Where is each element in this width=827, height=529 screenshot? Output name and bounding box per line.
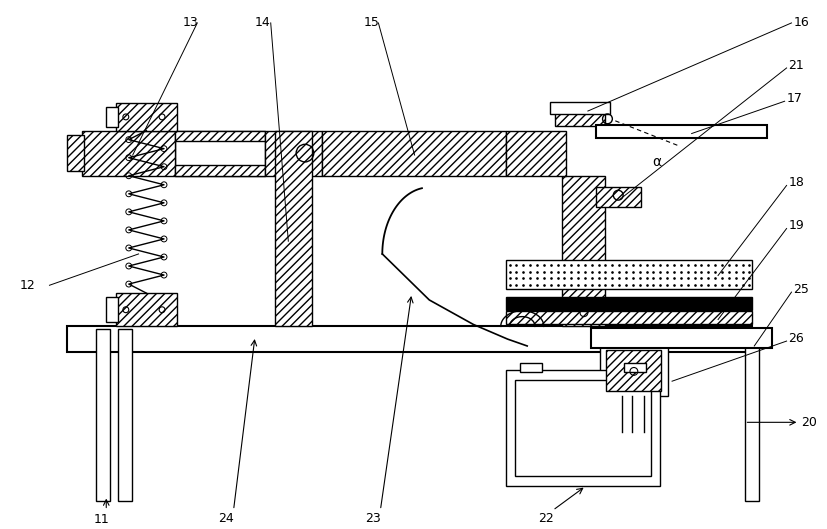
Bar xyxy=(515,380,651,476)
Bar xyxy=(595,125,767,139)
Bar xyxy=(67,326,753,352)
Bar xyxy=(505,370,660,486)
Bar xyxy=(67,135,84,171)
Bar xyxy=(174,131,265,141)
Bar xyxy=(116,293,177,326)
Bar xyxy=(174,131,265,176)
Bar xyxy=(505,297,753,310)
Text: α: α xyxy=(653,155,662,169)
Text: 11: 11 xyxy=(93,513,109,526)
Bar xyxy=(600,347,668,396)
Bar xyxy=(562,176,605,326)
Text: 16: 16 xyxy=(793,16,809,29)
Bar xyxy=(550,102,610,114)
Bar xyxy=(275,131,312,326)
Bar xyxy=(106,297,118,323)
Bar xyxy=(520,362,542,372)
Text: 18: 18 xyxy=(789,176,805,189)
Text: 22: 22 xyxy=(538,513,553,525)
Bar xyxy=(624,362,646,372)
Bar xyxy=(555,104,605,126)
Bar xyxy=(106,107,118,126)
Bar xyxy=(606,350,662,391)
Bar xyxy=(505,311,753,324)
Bar xyxy=(595,187,641,207)
Text: 23: 23 xyxy=(366,513,381,525)
Text: 25: 25 xyxy=(793,282,810,296)
Bar xyxy=(82,131,174,176)
Text: 17: 17 xyxy=(786,92,802,105)
Bar xyxy=(118,330,131,500)
Bar xyxy=(116,103,177,131)
Text: 21: 21 xyxy=(789,59,805,71)
Bar xyxy=(265,131,322,176)
Bar xyxy=(590,329,772,348)
Text: 14: 14 xyxy=(255,16,270,29)
Text: 26: 26 xyxy=(789,332,805,344)
Bar xyxy=(744,330,759,500)
Bar xyxy=(174,165,265,176)
Bar xyxy=(505,260,753,289)
Text: 24: 24 xyxy=(218,513,233,525)
Text: 20: 20 xyxy=(801,416,817,429)
Bar xyxy=(97,330,110,500)
Text: 19: 19 xyxy=(789,219,805,232)
Text: 13: 13 xyxy=(183,16,198,29)
Bar xyxy=(322,131,505,176)
Text: 12: 12 xyxy=(20,279,36,292)
Bar xyxy=(505,131,566,176)
Text: 15: 15 xyxy=(364,16,380,29)
